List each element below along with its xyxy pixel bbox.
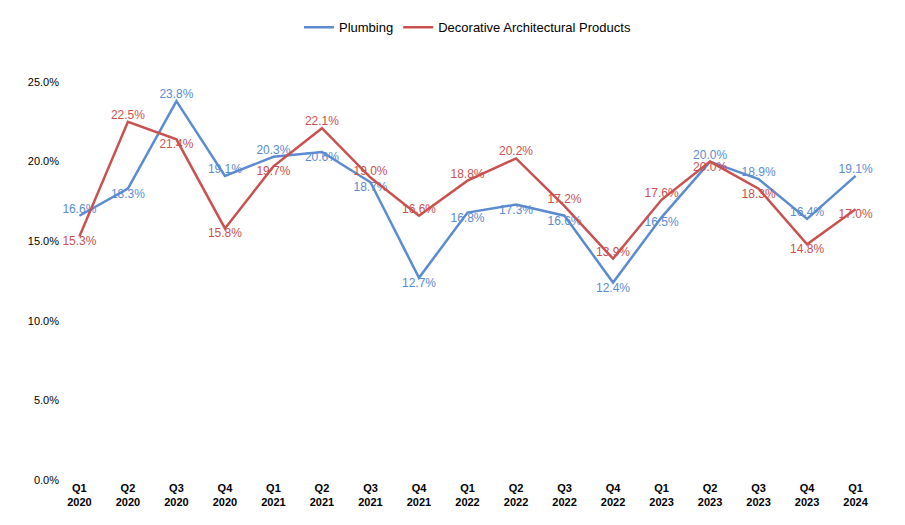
svg-text:18.8%: 18.8% [450,167,484,181]
svg-text:17.3%: 17.3% [499,203,533,217]
svg-text:15.0%: 15.0% [28,235,59,247]
svg-text:18.3%: 18.3% [111,187,145,201]
svg-text:19.1%: 19.1% [839,162,873,176]
svg-text:18.7%: 18.7% [353,180,387,194]
svg-text:16.6%: 16.6% [402,202,436,216]
svg-text:Q32020: Q32020 [164,482,188,508]
svg-text:20.0%: 20.0% [693,148,727,162]
svg-text:Q12023: Q12023 [649,482,673,508]
svg-text:13.9%: 13.9% [596,245,630,259]
svg-text:Q42021: Q42021 [407,482,431,508]
svg-text:Q22021: Q22021 [310,482,334,508]
svg-text:12.4%: 12.4% [596,281,630,295]
svg-text:12.7%: 12.7% [402,276,436,290]
svg-text:15.8%: 15.8% [208,226,242,240]
svg-text:Decorative Architectural Produ: Decorative Architectural Products [438,20,631,35]
svg-text:17.0%: 17.0% [839,207,873,221]
svg-text:16.8%: 16.8% [450,211,484,225]
svg-text:18.9%: 18.9% [742,165,776,179]
svg-text:Q22020: Q22020 [116,482,140,508]
svg-text:22.5%: 22.5% [111,108,145,122]
svg-text:Q22022: Q22022 [504,482,528,508]
svg-text:20.3%: 20.3% [256,143,290,157]
svg-text:16.6%: 16.6% [548,214,582,228]
svg-text:20.2%: 20.2% [499,144,533,158]
svg-text:17.6%: 17.6% [645,186,679,200]
svg-text:19.1%: 19.1% [208,162,242,176]
svg-text:Q32022: Q32022 [552,482,576,508]
svg-text:17.2%: 17.2% [548,192,582,206]
svg-text:0.0%: 0.0% [34,474,59,486]
svg-text:10.0%: 10.0% [28,315,59,327]
svg-text:Q22023: Q22023 [698,482,722,508]
svg-text:Plumbing: Plumbing [339,20,393,35]
svg-text:18.3%: 18.3% [742,187,776,201]
svg-text:20.6%: 20.6% [305,150,339,164]
svg-text:23.8%: 23.8% [159,87,193,101]
svg-text:Q12022: Q12022 [455,482,479,508]
svg-text:25.0%: 25.0% [28,76,59,88]
svg-text:19.0%: 19.0% [353,164,387,178]
svg-text:Q42023: Q42023 [795,482,819,508]
svg-text:15.3%: 15.3% [62,234,96,248]
svg-text:20.0%: 20.0% [693,160,727,174]
svg-text:Q42020: Q42020 [213,482,237,508]
svg-text:Q32021: Q32021 [358,482,382,508]
svg-text:21.4%: 21.4% [159,137,193,151]
svg-text:Q12020: Q12020 [67,482,91,508]
svg-text:19.7%: 19.7% [256,164,290,178]
svg-text:16.6%: 16.6% [62,202,96,216]
svg-text:Q42022: Q42022 [601,482,625,508]
svg-text:Q12021: Q12021 [261,482,285,508]
svg-text:5.0%: 5.0% [34,394,59,406]
svg-text:20.0%: 20.0% [28,155,59,167]
svg-text:Q32023: Q32023 [746,482,770,508]
svg-text:Q12024: Q12024 [843,482,868,508]
svg-text:16.4%: 16.4% [790,205,824,219]
svg-text:16.5%: 16.5% [645,215,679,229]
svg-text:14.8%: 14.8% [790,242,824,256]
svg-text:22.1%: 22.1% [305,114,339,128]
